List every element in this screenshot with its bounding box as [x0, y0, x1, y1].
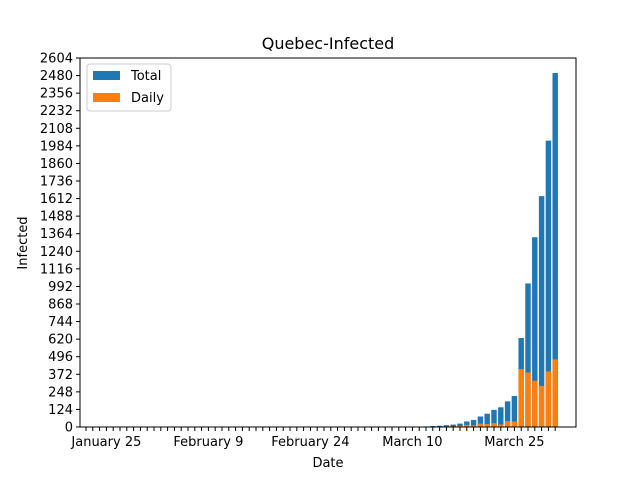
bar-daily [525, 372, 531, 427]
x-tick-label: March 25 [484, 435, 544, 450]
y-tick-label: 1860 [40, 157, 73, 172]
bar-daily [484, 424, 490, 427]
bars [402, 73, 558, 428]
y-tick-label: 2356 [40, 87, 73, 102]
legend-swatch-daily [93, 93, 120, 102]
y-tick-label: 2604 [40, 52, 73, 67]
legend: Total Daily [86, 63, 172, 112]
y-tick-label: 1612 [40, 192, 73, 207]
bar-total [457, 423, 463, 427]
bar-total [484, 413, 490, 427]
x-tick-label: January 25 [70, 435, 141, 450]
y-tick-label: 2108 [40, 122, 73, 137]
bar-daily [464, 424, 470, 427]
bar-total [552, 73, 558, 428]
bar-total [538, 196, 545, 427]
bar-daily [477, 423, 484, 427]
bar-total [470, 419, 477, 427]
bar-daily [518, 369, 524, 427]
bar-daily [498, 424, 504, 427]
bar-total [545, 140, 552, 428]
x-axis: January 25 February 9 February 24 March 10 M… [70, 427, 556, 450]
bar-daily [552, 359, 558, 427]
chart-title: Quebec-Infected [262, 34, 395, 53]
y-tick-label: 2232 [40, 104, 73, 119]
legend-label-total: Total [130, 69, 161, 84]
y-tick-label: 1364 [40, 227, 73, 242]
y-tick-label: 992 [48, 280, 73, 295]
y-axis-label: Infected [16, 216, 31, 269]
bar-total [504, 401, 511, 427]
bar-total [511, 395, 518, 427]
x-tick-label: February 9 [173, 435, 243, 450]
y-tick-label: 1488 [40, 210, 73, 225]
bar-daily [470, 425, 477, 427]
y-tick-label: 868 [48, 298, 73, 313]
y-tick-label: 248 [48, 385, 73, 400]
y-tick-label: 496 [48, 350, 73, 365]
y-tick-label: 1116 [40, 262, 73, 277]
y-tick-label: 2480 [40, 69, 73, 84]
y-tick-label: 124 [48, 403, 73, 418]
y-tick-label: 0 [65, 421, 73, 436]
bar-total [450, 424, 456, 427]
y-tick-label: 620 [48, 333, 73, 348]
bar-total [436, 425, 443, 427]
bar-daily [545, 371, 552, 427]
bar-daily [511, 421, 518, 427]
bar-daily [538, 385, 545, 427]
x-axis-label: Date [312, 456, 343, 471]
bar-total [477, 416, 484, 427]
y-tick-label: 1984 [40, 139, 73, 154]
legend-label-daily: Daily [131, 91, 164, 106]
y-tick-label: 1736 [40, 175, 73, 190]
y-tick-label: 1240 [40, 245, 73, 260]
plot-frame [79, 57, 577, 428]
y-tick-label: 744 [48, 315, 73, 330]
bar-total [498, 407, 504, 427]
bar-total [491, 409, 497, 427]
x-tick-label: February 24 [271, 435, 349, 450]
y-tick-label: 372 [48, 368, 73, 383]
legend-swatch-total [93, 71, 120, 80]
bar-total [464, 421, 470, 427]
bar-total [443, 425, 450, 427]
bar-total [525, 283, 531, 427]
bar-total [532, 237, 538, 427]
bar-daily [532, 380, 538, 427]
x-tick-label: March 10 [382, 435, 442, 450]
bar-daily [491, 423, 497, 427]
bar-daily [504, 421, 511, 427]
y-axis: 0 124 248 372 496 620 744 868 992 1116 1240 1364 148… [40, 52, 80, 436]
